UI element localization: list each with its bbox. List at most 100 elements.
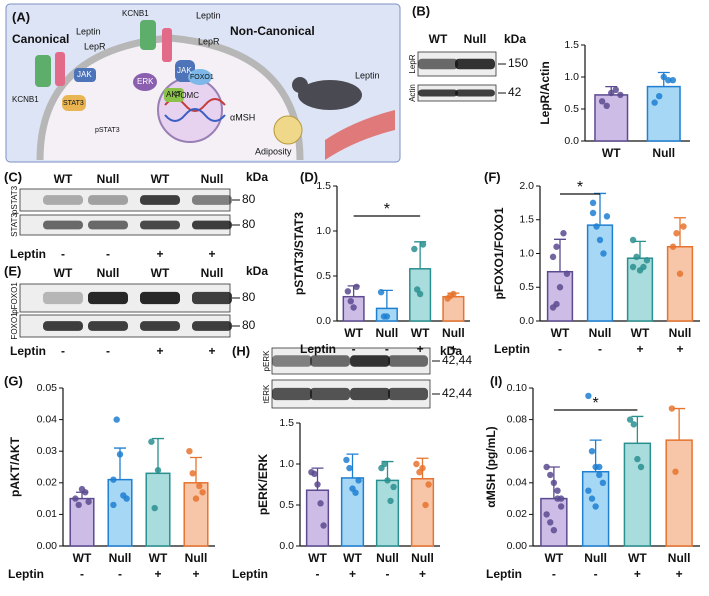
treatment-sign: + (349, 567, 356, 581)
blot-row-label: tERK (262, 384, 271, 403)
bar (546, 270, 574, 322)
blot-band (388, 355, 428, 367)
data-point (630, 421, 637, 428)
data-point (314, 481, 321, 488)
error-bar (674, 217, 686, 247)
treatment-sign: - (598, 342, 602, 356)
panels: (B) (C) (D) (E) (F) (G) (H) (I) LepR 150 Actin 42 kD… (4, 3, 700, 581)
data-point (676, 270, 684, 277)
data-point (608, 89, 615, 97)
y-tick-label: 1.0 (279, 458, 294, 470)
data-point (113, 416, 120, 423)
schematic-text: AKT (166, 90, 182, 99)
data-point (547, 519, 554, 526)
schematic-text: Leptin (196, 10, 221, 20)
akt (164, 88, 184, 102)
y-tick-label: 1.5 (316, 180, 331, 192)
blot-band (388, 387, 428, 401)
data-point (311, 470, 318, 478)
data-point (669, 243, 677, 250)
bar (665, 439, 693, 547)
treatment-sign: - (594, 567, 598, 581)
y-tick-label: 0.5 (316, 270, 331, 282)
data-point (585, 487, 592, 494)
data-point (543, 463, 550, 471)
blot-band (418, 89, 458, 97)
data-point (390, 483, 397, 491)
blot-band (88, 195, 128, 205)
y-tick-label: 0.00 (37, 540, 58, 552)
data-point (72, 495, 79, 502)
y-tick-label: 0.0 (564, 135, 579, 147)
blot-band (43, 195, 83, 205)
data-point (643, 257, 651, 264)
y-tick-label: 0.0 (519, 315, 534, 327)
x-tick-label: Null (376, 326, 399, 340)
blot-band (192, 220, 232, 230)
y-tick-label: 0.02 (507, 508, 528, 520)
data-point (383, 313, 391, 320)
bar (305, 489, 330, 547)
y-tick-label: 0.0 (279, 540, 294, 552)
blot-row-label: LepR (408, 54, 417, 73)
treatment-sign: - (80, 567, 84, 581)
treatment-sign: - (316, 567, 320, 581)
data-point (355, 477, 362, 484)
y-tick-label: 0.04 (507, 477, 528, 489)
treatment-label: Leptin (300, 342, 336, 356)
y-tick-label: 1.0 (316, 225, 331, 237)
data-point (554, 495, 561, 502)
y-tick-label: 1.5 (279, 417, 294, 429)
blot-band (192, 195, 232, 205)
data-point (596, 463, 603, 471)
blot-unit: kDa (440, 344, 462, 358)
blot-band (88, 291, 128, 305)
stat (62, 95, 86, 111)
lepr (55, 52, 65, 86)
error-bar (190, 456, 202, 483)
data-point (554, 487, 561, 494)
x-tick-label: Null (589, 326, 612, 340)
treatment-sign: + (156, 344, 163, 358)
blot-row-label: STAT3 (10, 213, 19, 237)
blot-row-label: pFOXO1 (10, 282, 19, 314)
data-point (660, 73, 667, 81)
data-point (560, 230, 567, 237)
data-point (82, 489, 89, 496)
x-tick-label: Null (442, 326, 465, 340)
blot-band (350, 387, 390, 401)
data-point (186, 448, 193, 455)
schematic-text: Leptin (76, 26, 101, 36)
kcnb1 (35, 55, 51, 87)
data-point (585, 392, 592, 400)
data-point (603, 102, 610, 110)
bar (107, 478, 133, 547)
data-point (377, 289, 385, 296)
mouse-head (292, 77, 308, 93)
mw-label: 80 (242, 318, 256, 332)
bar (410, 478, 435, 547)
data-point (634, 455, 641, 463)
y-tick-label: 0.5 (279, 499, 294, 511)
data-point (596, 471, 603, 479)
blot-band (192, 291, 232, 305)
vessel (325, 110, 395, 160)
lane-label: Null (97, 266, 120, 280)
x-tick-label: WT (73, 551, 92, 565)
blot-band (43, 321, 83, 331)
treatment-sign: - (61, 344, 65, 358)
data-point (425, 481, 432, 488)
treatment-sign: - (386, 567, 390, 581)
data-point (199, 489, 206, 496)
data-point (599, 479, 607, 486)
data-point (556, 284, 564, 291)
data-point (419, 241, 427, 248)
panel-label: (D) (300, 169, 318, 184)
treatment-sign: - (118, 567, 122, 581)
y-axis-label: αMSH (pg/mL) (484, 426, 498, 507)
treatment-sign: - (385, 342, 389, 356)
mw-label: 80 (242, 217, 256, 231)
significance-label: * (577, 179, 583, 196)
x-tick-label: Null (652, 146, 675, 160)
